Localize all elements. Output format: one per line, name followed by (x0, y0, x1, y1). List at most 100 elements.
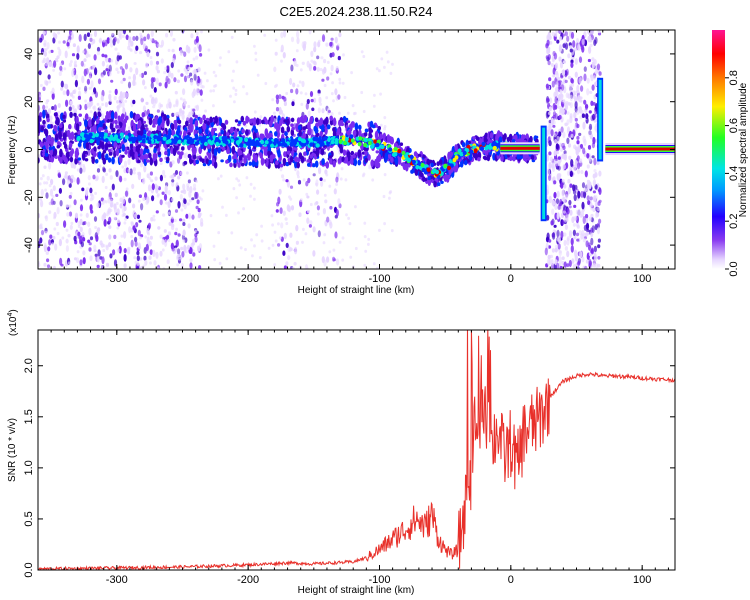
ridge-core-point (297, 136, 302, 142)
noise-point (569, 48, 573, 53)
noise-point (109, 175, 113, 180)
noise-point (328, 184, 332, 188)
noise-point (313, 66, 317, 71)
noise-point (91, 64, 95, 70)
noise-point (122, 107, 126, 115)
noise-point (193, 68, 197, 75)
noise-point (567, 53, 571, 59)
noise-point (556, 190, 560, 198)
noise-point (195, 55, 199, 60)
spectrogram-y-axis-label: Frequency (Hz) (7, 116, 18, 185)
noise-point (66, 89, 70, 97)
ridge-point (290, 117, 295, 123)
ridge-core-point (209, 141, 214, 146)
ridge-point (47, 124, 51, 129)
noise-point (93, 30, 98, 38)
ridge-point (101, 152, 105, 161)
noise-point (253, 244, 256, 248)
ridge-point (152, 152, 157, 162)
ridge-point (129, 142, 134, 149)
noise-point (55, 193, 59, 197)
ridge-core-point (142, 134, 147, 139)
ridge-point (371, 124, 376, 129)
ridge-point (278, 119, 283, 127)
ridge-point (530, 154, 535, 160)
noise-point (132, 167, 136, 172)
noise-point (187, 46, 191, 54)
noise-point (209, 89, 213, 93)
ridge-point (314, 160, 319, 168)
noise-point (135, 45, 139, 51)
noise-point (182, 188, 186, 192)
noise-point (140, 72, 145, 79)
noise-point (317, 92, 321, 96)
noise-point (218, 126, 222, 130)
noise-point (546, 97, 550, 103)
noise-point (192, 88, 196, 97)
noise-point (169, 134, 174, 139)
ridge-point (142, 120, 147, 124)
noise-point (195, 87, 199, 96)
noise-point (95, 234, 99, 242)
noise-point (183, 51, 187, 57)
ridge-point (328, 156, 333, 165)
noise-point (185, 69, 189, 75)
noise-point (149, 150, 153, 154)
ridge-core-point (420, 162, 425, 168)
noise-point (46, 42, 50, 50)
noise-point (558, 173, 562, 178)
ridge-core-point (393, 146, 398, 152)
ridge-point (414, 167, 419, 176)
noise-point (592, 207, 596, 212)
noise-point (114, 88, 118, 96)
noise-point (40, 199, 44, 208)
noise-point (42, 104, 46, 111)
ridge-core-point (426, 167, 431, 172)
ridge-point (120, 113, 125, 120)
noise-point (142, 177, 146, 185)
noise-point (137, 229, 141, 237)
ridge-point (440, 180, 444, 184)
ridge-point (348, 128, 352, 136)
noise-point (192, 108, 196, 112)
noise-point (560, 93, 564, 101)
noise-point (49, 234, 53, 239)
ridge-point (369, 134, 373, 139)
ridge-point (324, 163, 328, 167)
ridge-core-point (358, 136, 363, 141)
noise-point (318, 96, 322, 104)
noise-point (167, 189, 171, 196)
noise-point (184, 246, 188, 250)
noise-point (145, 200, 149, 205)
noise-point (187, 212, 192, 220)
noise-point (562, 60, 567, 64)
noise-point (559, 147, 564, 152)
noise-point (92, 174, 96, 180)
noise-point (313, 97, 317, 103)
noise-point (123, 221, 127, 225)
noise-point (563, 261, 567, 268)
ridge-point (377, 153, 382, 163)
ridge-point (74, 157, 78, 165)
ridge-core-point (457, 148, 462, 153)
noise-point (132, 203, 136, 209)
noise-point (136, 262, 140, 266)
ridge-point (231, 145, 236, 155)
ridge-point (122, 122, 127, 128)
noise-point (118, 30, 122, 39)
noise-point (132, 73, 136, 82)
ridge-point (60, 112, 64, 121)
noise-point (46, 175, 50, 181)
noise-point (295, 49, 299, 53)
ridge-point (496, 130, 501, 139)
noise-point (567, 75, 572, 80)
noise-point (212, 104, 215, 108)
noise-point (296, 170, 300, 177)
noise-point (275, 83, 278, 87)
noise-point (69, 92, 74, 97)
noise-point (38, 70, 42, 76)
noise-point (109, 98, 112, 102)
noise-point (553, 133, 557, 138)
noise-point (585, 222, 590, 230)
noise-point (173, 104, 176, 108)
